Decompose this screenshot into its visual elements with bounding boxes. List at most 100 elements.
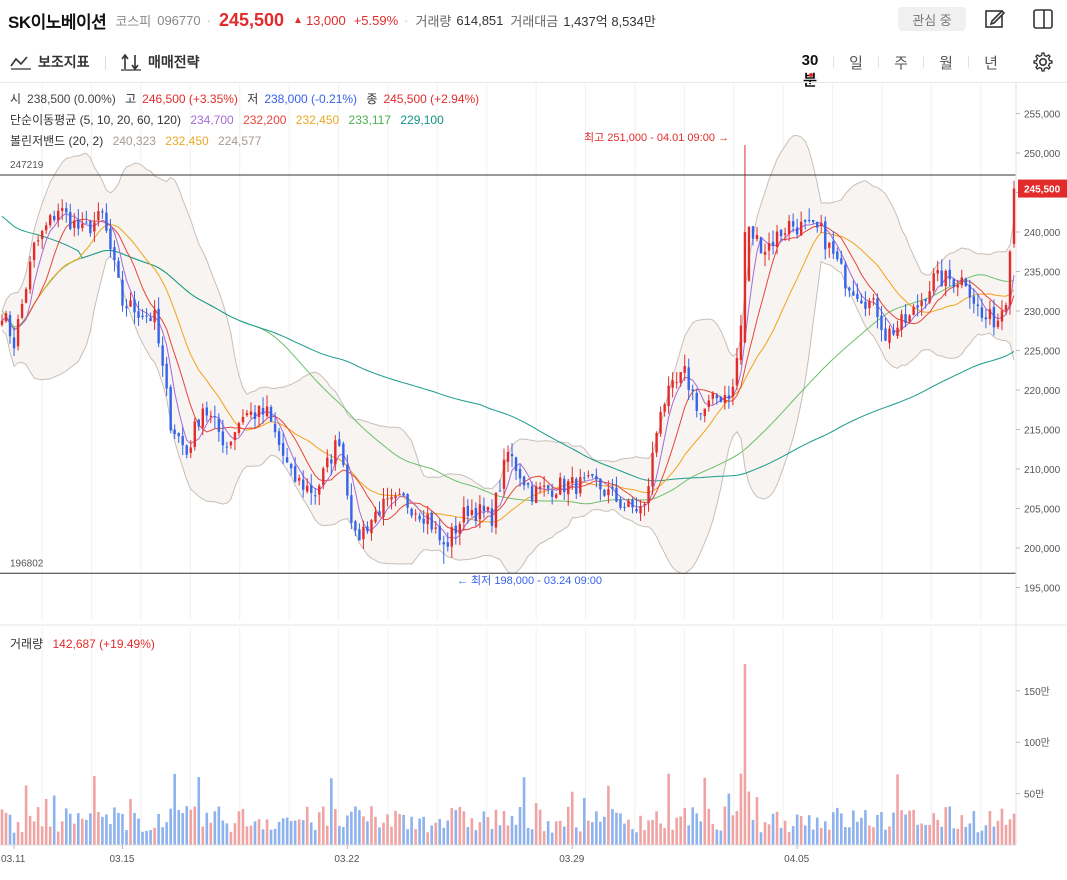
candle-body bbox=[747, 226, 751, 281]
volume-bar bbox=[526, 827, 530, 845]
candle-body bbox=[884, 328, 887, 341]
candle-body bbox=[575, 478, 578, 494]
volume-bar bbox=[611, 809, 614, 845]
volume-bar bbox=[48, 826, 52, 845]
candle-body bbox=[450, 527, 453, 547]
volume-bar bbox=[109, 824, 112, 845]
candle-body bbox=[671, 380, 674, 388]
volume-bar bbox=[133, 812, 136, 845]
candle-body bbox=[916, 305, 919, 308]
period-month[interactable]: 월 bbox=[939, 55, 953, 72]
candle-body bbox=[48, 215, 52, 226]
volume-bar bbox=[972, 811, 976, 845]
candle-body bbox=[848, 287, 851, 291]
current-price-tag bbox=[1018, 179, 1067, 198]
candle-body bbox=[1008, 251, 1012, 305]
candle-body bbox=[478, 504, 482, 520]
gear-icon[interactable] bbox=[1032, 51, 1054, 73]
volume-bar bbox=[265, 819, 269, 845]
volume-bar bbox=[149, 829, 152, 845]
candle-body bbox=[571, 477, 574, 484]
candle-body bbox=[546, 485, 550, 489]
candle-body bbox=[422, 518, 425, 524]
volume-bar bbox=[28, 815, 32, 845]
period-30min[interactable]: 30분 bbox=[801, 52, 819, 89]
candle-body bbox=[177, 432, 180, 437]
y-tick-label: 230,000 bbox=[1024, 307, 1061, 318]
volume-bar bbox=[273, 828, 277, 845]
volume-bar bbox=[964, 826, 968, 845]
candle-body bbox=[486, 506, 490, 511]
low-value: 238,000 (-0.21%) bbox=[264, 92, 358, 106]
volume-bar bbox=[603, 816, 606, 845]
candle-body bbox=[181, 436, 184, 446]
candle-body bbox=[494, 492, 498, 528]
candle-body bbox=[767, 243, 771, 251]
volume-bar bbox=[233, 823, 237, 845]
period-day[interactable]: 일 bbox=[849, 55, 863, 72]
candle-body bbox=[743, 232, 747, 343]
volume-bar bbox=[530, 829, 534, 845]
candle-body bbox=[237, 423, 241, 433]
bollinger-label: 볼린저밴드 (20, 2) bbox=[10, 134, 104, 148]
volume-bar bbox=[374, 816, 377, 845]
volume-bar bbox=[679, 816, 682, 845]
ohlc-legend: 시 238,500 (0.00%) 고 246,500 (+3.35%) 저 238,… bbox=[10, 90, 485, 107]
candle-body bbox=[53, 215, 56, 220]
watch-button[interactable]: 관심 중 bbox=[898, 7, 966, 31]
edit-icon[interactable] bbox=[984, 8, 1006, 30]
ma-label: 단순이동평균 (5, 10, 20, 60, 120) bbox=[10, 113, 181, 127]
volume-bar bbox=[498, 825, 502, 845]
open-label: 시 bbox=[10, 92, 22, 106]
candle-body bbox=[968, 284, 972, 298]
candle-body bbox=[607, 489, 610, 496]
toolbar-border bbox=[0, 82, 1067, 83]
indicator-icon bbox=[10, 56, 31, 70]
volume-bar bbox=[506, 825, 510, 845]
candle-body bbox=[559, 477, 562, 495]
candle-body bbox=[185, 445, 188, 455]
candle-body bbox=[446, 542, 449, 547]
candle-body bbox=[699, 413, 702, 415]
candle-body bbox=[824, 221, 827, 250]
candle-body bbox=[97, 211, 100, 220]
volume-bar bbox=[703, 777, 707, 845]
period-year[interactable]: 년 bbox=[984, 55, 998, 72]
volume-bar bbox=[651, 820, 654, 845]
volume-bar bbox=[811, 829, 815, 845]
volume-bar bbox=[550, 832, 554, 845]
candle-body bbox=[310, 485, 313, 494]
open-value: 238,500 (0.00%) bbox=[27, 92, 116, 106]
candle-body bbox=[651, 452, 654, 487]
x-tick-label: 03.29 bbox=[559, 854, 584, 865]
candle-body bbox=[948, 269, 951, 280]
volume-bar bbox=[542, 831, 546, 845]
stock-name[interactable]: SK이노베이션 bbox=[8, 12, 107, 32]
high-annotation: 최고 251,000 - 04.01 09:00 → bbox=[584, 131, 729, 144]
volume-bar bbox=[293, 820, 297, 845]
separator: · bbox=[206, 12, 211, 28]
volume-bar bbox=[988, 811, 992, 845]
indicator-button[interactable]: 보조지표 bbox=[10, 51, 90, 73]
volume-bar bbox=[390, 826, 393, 845]
volume-bar bbox=[743, 664, 747, 845]
volume-bar bbox=[24, 785, 28, 845]
volume-bar bbox=[607, 785, 610, 845]
candle-body bbox=[265, 406, 269, 417]
panel-icon[interactable] bbox=[1032, 8, 1054, 30]
candle-body bbox=[454, 525, 457, 534]
volume-bar bbox=[378, 827, 381, 845]
candle-body bbox=[787, 220, 791, 235]
volume-bar bbox=[675, 817, 678, 845]
volume-bar bbox=[81, 818, 84, 845]
candle-body bbox=[920, 300, 923, 307]
strategy-button[interactable]: 매매전략 bbox=[120, 51, 200, 73]
candle-body bbox=[599, 478, 602, 490]
candle-body bbox=[109, 228, 112, 250]
volume-bar bbox=[490, 828, 494, 845]
price-change-pct: +5.59% bbox=[353, 12, 399, 28]
bollinger-legend: 볼린저밴드 (20, 2) 240,323 232,450 224,577 bbox=[10, 132, 267, 149]
period-week[interactable]: 주 bbox=[894, 55, 908, 72]
candle-body bbox=[579, 477, 582, 494]
